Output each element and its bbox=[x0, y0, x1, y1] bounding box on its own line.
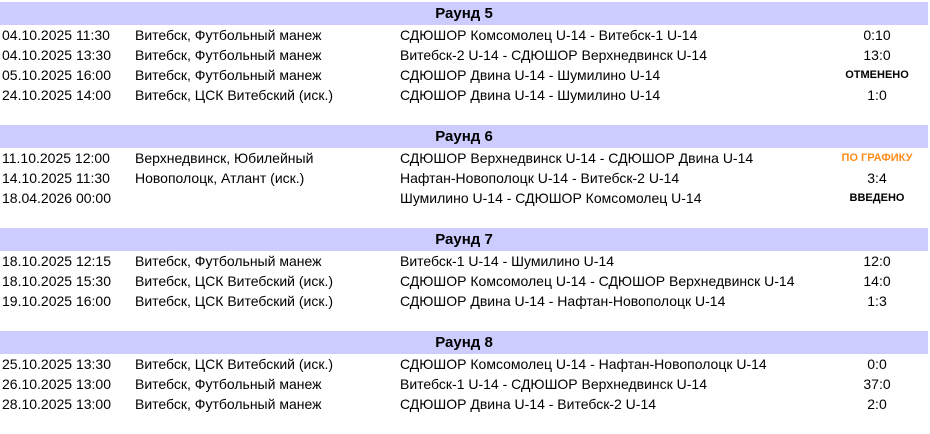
match-row[interactable]: 14.10.2025 11:30 Новополоцк, Атлант (иск.… bbox=[0, 168, 928, 188]
match-date: 18.10.2025 15:30 bbox=[2, 273, 111, 289]
match-teams: СДЮШОР Двина U-14 - Шумилино U-14 bbox=[400, 87, 661, 103]
round-section: Раунд 7 18.10.2025 12:15 Витебск, Футбольн… bbox=[0, 228, 928, 311]
match-teams: Нафтан-Новополоцк U-14 - Витебск-2 U-14 bbox=[400, 170, 680, 186]
match-score: 37:0 bbox=[863, 376, 891, 392]
match-date: 25.10.2025 13:30 bbox=[2, 356, 111, 372]
match-date: 05.10.2025 16:00 bbox=[2, 67, 111, 83]
match-date: 18.10.2025 12:15 bbox=[2, 253, 111, 269]
match-row[interactable]: 04.10.2025 11:30 Витебск, Футбольный мане… bbox=[0, 25, 928, 45]
match-date: 14.10.2025 11:30 bbox=[2, 170, 110, 186]
match-teams: СДЮШОР Двина U-14 - Витебск-2 U-14 bbox=[400, 396, 657, 412]
match-teams: СДЮШОР Комсомолец U-14 - СДЮШОР Верхнедв… bbox=[400, 273, 795, 289]
match-score: 0:10 bbox=[863, 27, 891, 43]
match-date: 26.10.2025 13:00 bbox=[2, 376, 111, 392]
match-date: 04.10.2025 11:30 bbox=[2, 27, 110, 43]
match-date: 24.10.2025 14:00 bbox=[2, 87, 111, 103]
match-venue: Новополоцк, Атлант (иск.) bbox=[135, 170, 305, 186]
match-date: 28.10.2025 13:00 bbox=[2, 396, 111, 412]
match-venue: Витебск, Футбольный манеж bbox=[135, 253, 322, 269]
match-row[interactable]: 19.10.2025 16:00 Витебск, ЦСК Витебский (… bbox=[0, 291, 928, 311]
match-teams: СДЮШОР Верхнедвинск U-14 - СДЮШОР Двина … bbox=[400, 150, 754, 166]
match-date: 04.10.2025 13:30 bbox=[2, 47, 111, 63]
match-row[interactable]: 24.10.2025 14:00 Витебск, ЦСК Витебский (… bbox=[0, 85, 928, 105]
match-row[interactable]: 28.10.2025 13:00 Витебск, Футбольный мане… bbox=[0, 394, 928, 414]
match-row[interactable]: 11.10.2025 12:00 Верхнедвинск, Юбилейный С… bbox=[0, 148, 928, 168]
match-score: ОТМЕНЕНО bbox=[845, 69, 909, 81]
match-date: 11.10.2025 12:00 bbox=[2, 150, 110, 166]
match-teams: СДЮШОР Двина U-14 - Шумилино U-14 bbox=[400, 67, 661, 83]
match-teams: Витебск-2 U-14 - СДЮШОР Верхнедвинск U-1… bbox=[400, 47, 708, 63]
match-row[interactable]: 18.10.2025 15:30 Витебск, ЦСК Витебский (… bbox=[0, 271, 928, 291]
match-teams: Шумилино U-14 - СДЮШОР Комсомолец U-14 bbox=[400, 190, 702, 206]
match-row[interactable]: 04.10.2025 13:30 Витебск, Футбольный мане… bbox=[0, 45, 928, 65]
match-venue: Витебск, ЦСК Витебский (иск.) bbox=[135, 273, 334, 289]
match-date: 18.04.2026 00:00 bbox=[2, 190, 111, 206]
match-venue: Витебск, ЦСК Витебский (иск.) bbox=[135, 356, 334, 372]
match-score: 12:0 bbox=[863, 253, 891, 269]
match-row[interactable]: 18.10.2025 12:15 Витебск, Футбольный мане… bbox=[0, 251, 928, 271]
round-section: Раунд 8 25.10.2025 13:30 Витебск, ЦСК Вите… bbox=[0, 331, 928, 414]
match-venue: Витебск, Футбольный манеж bbox=[135, 376, 322, 392]
match-row[interactable]: 25.10.2025 13:30 Витебск, ЦСК Витебский (… bbox=[0, 354, 928, 374]
match-venue: Витебск, ЦСК Витебский (иск.) bbox=[135, 87, 334, 103]
round-section: Раунд 6 11.10.2025 12:00 Верхнедвинск, Юби… bbox=[0, 125, 928, 208]
round-header: Раунд 8 bbox=[0, 331, 928, 354]
match-teams: СДЮШОР Комсомолец U-14 - Витебск-1 U-14 bbox=[400, 27, 698, 43]
match-score: 14:0 bbox=[863, 273, 891, 289]
round-header: Раунд 6 bbox=[0, 125, 928, 148]
match-teams: Витебск-1 U-14 - СДЮШОР Верхнедвинск U-1… bbox=[400, 376, 708, 392]
match-venue: Витебск, Футбольный манеж bbox=[135, 396, 322, 412]
match-score: ПО ГРАФИКУ bbox=[841, 152, 913, 164]
match-score: 3:4 bbox=[867, 170, 887, 186]
match-venue: Верхнедвинск, Юбилейный bbox=[135, 150, 314, 166]
match-teams: Витебск-1 U-14 - Шумилино U-14 bbox=[400, 253, 615, 269]
match-date: 19.10.2025 16:00 bbox=[2, 293, 111, 309]
match-venue: Витебск, ЦСК Витебский (иск.) bbox=[135, 293, 334, 309]
match-score: 13:0 bbox=[863, 47, 891, 63]
match-venue: Витебск, Футбольный манеж bbox=[135, 47, 322, 63]
round-header: Раунд 7 bbox=[0, 228, 928, 251]
match-score: 0:0 bbox=[867, 356, 887, 372]
round-header: Раунд 5 bbox=[0, 2, 928, 25]
round-section: Раунд 5 04.10.2025 11:30 Витебск, Футбольн… bbox=[0, 2, 928, 105]
match-score: 2:0 bbox=[867, 396, 887, 412]
match-row[interactable]: 05.10.2025 16:00 Витебск, Футбольный мане… bbox=[0, 65, 928, 85]
match-venue: Витебск, Футбольный манеж bbox=[135, 27, 322, 43]
match-teams: СДЮШОР Двина U-14 - Нафтан-Новополоцк U-… bbox=[400, 293, 726, 309]
match-venue: Витебск, Футбольный манеж bbox=[135, 67, 322, 83]
match-score: 1:0 bbox=[867, 87, 887, 103]
match-teams: СДЮШОР Комсомолец U-14 - Нафтан-Новополо… bbox=[400, 356, 767, 372]
match-row[interactable]: 26.10.2025 13:00 Витебск, Футбольный мане… bbox=[0, 374, 928, 394]
match-row[interactable]: 18.04.2026 00:00 Шумилино U-14 - СДЮШОР К… bbox=[0, 188, 928, 208]
match-score: ВВЕДЕНО bbox=[849, 192, 905, 204]
match-score: 1:3 bbox=[867, 293, 887, 309]
